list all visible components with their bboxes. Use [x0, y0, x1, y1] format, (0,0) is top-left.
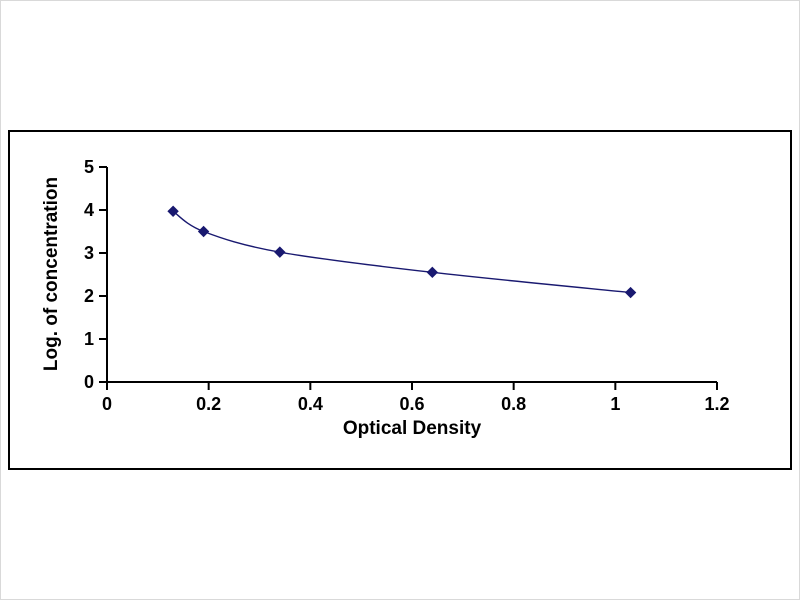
data-point-marker — [197, 225, 210, 238]
curve-line — [172, 210, 631, 294]
data-point-marker — [624, 286, 637, 299]
y-tick-label: 5 — [84, 157, 94, 177]
y-tick-label: 1 — [84, 329, 94, 349]
standard-curve-plot: 0 1 2 3 4 5 0 0.2 0.4 0.6 0.8 1 1.2 — [84, 157, 730, 414]
x-tick-label: 0 — [102, 394, 112, 414]
y-tick-label: 2 — [84, 286, 94, 306]
data-point-marker — [167, 205, 179, 217]
y-tick-label: 0 — [84, 372, 94, 392]
y-tick-label: 3 — [84, 243, 94, 263]
x-tick-label: 1 — [610, 394, 620, 414]
x-tick-label: 1.2 — [704, 394, 729, 414]
data-point-marker — [274, 246, 286, 258]
x-tick-label: 0.4 — [298, 394, 323, 414]
x-tick-label: 0.8 — [501, 394, 526, 414]
x-tick-label: 0.6 — [399, 394, 424, 414]
data-series — [167, 205, 637, 299]
data-point-marker — [426, 266, 439, 279]
chart-frame: 0 1 2 3 4 5 0 0.2 0.4 0.6 0.8 1 1.2 Log. of concentr… — [8, 130, 792, 470]
y-tick-label: 4 — [84, 200, 94, 220]
x-tick-label: 0.2 — [196, 394, 221, 414]
axes: 0 1 2 3 4 5 0 0.2 0.4 0.6 0.8 1 1.2 — [84, 157, 730, 414]
